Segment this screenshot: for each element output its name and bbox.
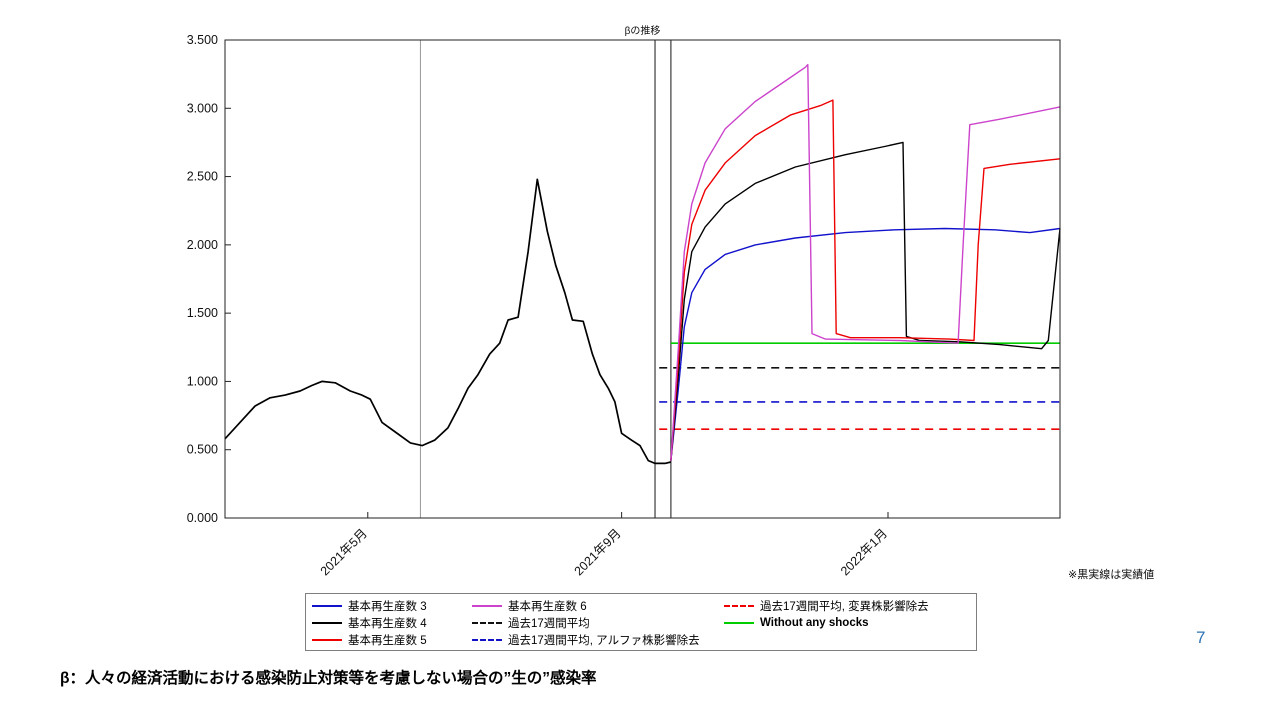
legend-item: 過去17週間平均, 変異株影響除去: [724, 597, 974, 614]
legend-line-sample: [724, 604, 754, 607]
beta-line-chart: 0.000 0.500 1.000 1.500 2.000 2.500 3.000 3.500…: [187, 33, 1061, 578]
plot-box: [224, 39, 1061, 519]
y-tick-label: 0.000: [187, 511, 218, 525]
legend-item-label: 過去17週間平均, 変異株影響除去: [760, 600, 929, 613]
legend-line-sample: [312, 604, 342, 607]
legend-item-label: Without any shocks: [760, 616, 869, 629]
y-tick-label: 3.000: [187, 101, 218, 115]
chart-legend: 基本再生産数 3 基本再生産数 4 基本再生産数 5 基本再生産数 6 過去17週間平均…: [305, 593, 977, 651]
legend-item-label: 基本再生産数 5: [348, 634, 427, 647]
series-actual: [224, 178, 672, 465]
series-r0-5: [670, 99, 1061, 461]
legend-column: 過去17週間平均, 変異株影響除去 Without any shocks: [724, 597, 974, 631]
legend-item-label: 過去17週間平均: [508, 617, 590, 630]
series-r0-6: [670, 63, 1061, 461]
x-tick-label: 2021年5月: [318, 526, 370, 578]
beta-definition-caption: β：人々の経済活動における感染防止対策等を考慮しない場合の”生の”感染率: [60, 670, 597, 687]
legend-item: 過去17週間平均: [472, 614, 724, 631]
y-tick-label: 1.500: [187, 306, 218, 320]
y-tick-label: 2.500: [187, 170, 218, 184]
legend-item: 基本再生産数 6: [472, 597, 724, 614]
legend-line-sample: [724, 621, 754, 624]
legend-line-sample: [312, 621, 342, 624]
legend-footnote: ※黒実線は実績値: [1068, 569, 1155, 581]
legend-item: 過去17週間平均, アルファ株影響除去: [472, 631, 724, 648]
legend-item: 基本再生産数 4: [312, 614, 472, 631]
page-number: 7: [1196, 628, 1206, 647]
legend-item: 基本再生産数 3: [312, 597, 472, 614]
legend-line-sample: [472, 621, 502, 624]
legend-column: 基本再生産数 6 過去17週間平均過去17週間平均, アルファ株影響除去: [472, 597, 724, 648]
legend-line-sample: [472, 638, 502, 641]
y-tick-label: 0.500: [187, 443, 218, 457]
legend-item-label: 過去17週間平均, アルファ株影響除去: [508, 634, 700, 647]
legend-item: 基本再生産数 5: [312, 631, 472, 648]
y-tick-label: 1.000: [187, 374, 218, 388]
legend-item-label: 基本再生産数 6: [508, 600, 587, 613]
legend-line-sample: [312, 638, 342, 641]
legend-line-sample: [472, 604, 502, 607]
legend-item: Without any shocks: [724, 614, 974, 631]
series-r0-4: [670, 141, 1061, 461]
legend-column: 基本再生産数 3 基本再生産数 4 基本再生産数 5: [312, 597, 472, 648]
legend-item-label: 基本再生産数 4: [348, 617, 427, 630]
series-r0-3: [670, 227, 1061, 461]
legend-item-label: 基本再生産数 3: [348, 600, 427, 613]
y-tick-label: 2.000: [187, 238, 218, 252]
x-tick-label: 2021年9月: [572, 526, 624, 578]
chart-title: βの推移: [624, 26, 661, 37]
x-tick-label: 2022年1月: [838, 526, 890, 578]
y-tick-label: 3.500: [187, 33, 218, 47]
